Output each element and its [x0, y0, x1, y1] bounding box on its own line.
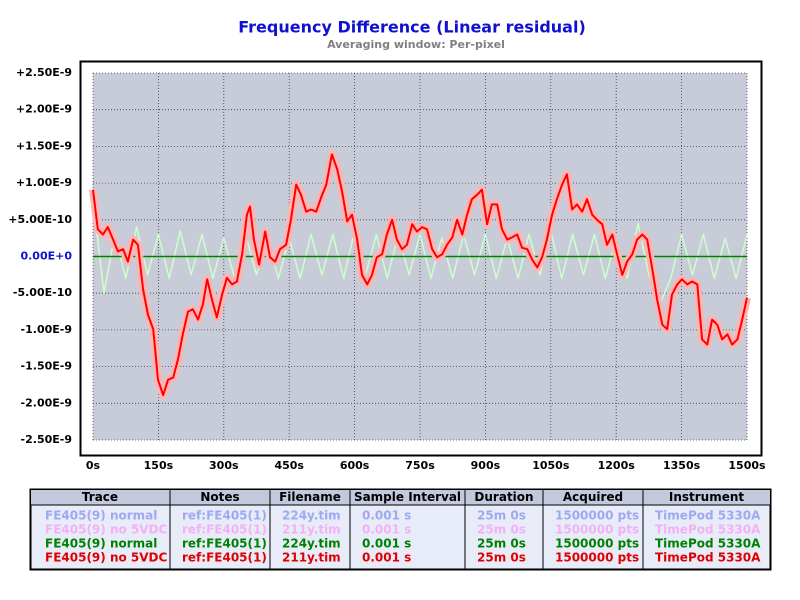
table-cell: 0.001 s [362, 551, 411, 565]
table-cell: FE405(9) normal [45, 509, 157, 523]
y-tick-label: +1.50E-9 [16, 139, 72, 152]
table-cell: 211y.tim [282, 523, 341, 537]
table-header-cell: Sample Interval [354, 490, 461, 504]
table-cell: 1500000 pts [555, 551, 639, 565]
table-cell: TimePod 5330A [655, 509, 761, 523]
x-tick-label: 1050s [532, 459, 570, 472]
x-tick-label: 1500s [728, 459, 766, 472]
x-tick-label: 900s [471, 459, 501, 472]
y-tick-label: +1.00E-9 [16, 176, 72, 189]
table-cell: 0.001 s [362, 537, 411, 551]
table-cell: TimePod 5330A [655, 523, 761, 537]
table-header-cell: Instrument [669, 490, 745, 504]
x-tick-label: 0s [86, 459, 101, 472]
table-cell: FE405(9) no 5VDC [45, 551, 168, 565]
table-header-cell: Trace [82, 490, 118, 504]
table-cell: 1500000 pts [555, 537, 639, 551]
table-cell: 224y.tim [282, 509, 341, 523]
y-tick-label: 0.00E+0 [20, 250, 72, 263]
y-tick-label: -1.50E-9 [21, 360, 72, 373]
y-tick-label: -5.00E-10 [13, 286, 72, 299]
table-cell: 25m 0s [477, 523, 526, 537]
y-tick-label: +2.00E-9 [16, 103, 72, 116]
x-tick-label: 1200s [598, 459, 636, 472]
y-tick-label: -2.00E-9 [21, 396, 72, 409]
table-cell: 25m 0s [477, 551, 526, 565]
y-tick-label: -1.00E-9 [21, 323, 72, 336]
table-cell: 0.001 s [362, 523, 411, 537]
table-header-cell: Notes [200, 490, 239, 504]
table-cell: TimePod 5330A [655, 551, 761, 565]
series-line [92, 197, 748, 305]
table-cell: ref:FE405(1) [182, 509, 267, 523]
table-header-cell: Duration [474, 490, 533, 504]
table-header-bg [31, 490, 770, 505]
table-cell: 25m 0s [477, 537, 526, 551]
table-cell: ref:FE405(1) [182, 523, 267, 537]
x-tick-label: 450s [274, 459, 304, 472]
table-cell: FE405(9) normal [45, 537, 157, 551]
table-cell: 25m 0s [477, 509, 526, 523]
x-tick-label: 750s [405, 459, 435, 472]
table-cell: 224y.tim [282, 537, 341, 551]
table-cell: 1500000 pts [555, 509, 639, 523]
y-tick-label: +5.00E-10 [8, 213, 72, 226]
series-line [92, 153, 748, 397]
table-header-cell: Acquired [563, 490, 623, 504]
table-cell: TimePod 5330A [655, 537, 761, 551]
table-cell: 1500000 pts [555, 523, 639, 537]
x-tick-label: 600s [340, 459, 370, 472]
table-cell: FE405(9) no 5VDC [45, 523, 168, 537]
x-tick-label: 150s [144, 459, 174, 472]
chart-title: Frequency Difference (Linear residual) [238, 18, 586, 37]
y-tick-label: -2.50E-9 [21, 433, 72, 446]
table-cell: 211y.tim [282, 551, 341, 565]
table-header-cell: Filename [279, 490, 341, 504]
table-cell: 0.001 s [362, 509, 411, 523]
table-cell: ref:FE405(1) [182, 537, 267, 551]
chart-subtitle: Averaging window: Per-pixel [327, 38, 505, 51]
table-cell: ref:FE405(1) [182, 551, 267, 565]
x-tick-label: 300s [209, 459, 239, 472]
y-tick-label: +2.50E-9 [16, 66, 72, 79]
x-tick-label: 1350s [663, 459, 701, 472]
